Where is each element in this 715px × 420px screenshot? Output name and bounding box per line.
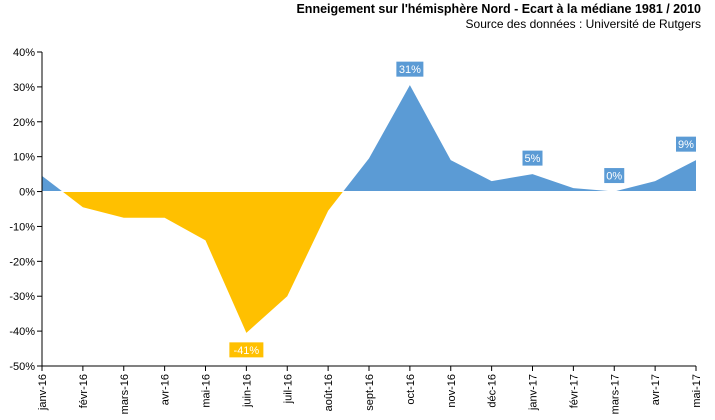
y-tick-label: 20% bbox=[13, 117, 35, 129]
positive-area-segment bbox=[614, 160, 696, 192]
negative-area-segment bbox=[62, 191, 344, 333]
x-tick-label: avr-16 bbox=[160, 374, 172, 405]
data-label-box bbox=[604, 168, 625, 184]
x-tick-label: mars-17 bbox=[609, 374, 621, 414]
x-tick-label: nov-16 bbox=[446, 374, 458, 408]
chart-title: Enneigement sur l'hémisphère Nord - Ecar… bbox=[296, 2, 701, 16]
y-tick-label: -30% bbox=[9, 291, 35, 303]
data-label-box bbox=[396, 61, 424, 77]
data-label: 31% bbox=[399, 64, 421, 76]
data-label-box bbox=[522, 150, 543, 166]
y-tick-label: 30% bbox=[13, 82, 35, 94]
x-tick-label: janv-17 bbox=[528, 374, 540, 411]
x-tick-label: sept-16 bbox=[364, 374, 376, 411]
data-label: 5% bbox=[525, 153, 541, 165]
y-tick-label: -50% bbox=[9, 361, 35, 373]
x-tick-label: oct-16 bbox=[405, 374, 417, 405]
positive-area-segment bbox=[42, 175, 63, 192]
x-tick-label: févr-17 bbox=[568, 374, 580, 408]
y-tick-label: 10% bbox=[13, 152, 35, 164]
x-tick-label: janv-16 bbox=[37, 374, 49, 411]
y-tick-label: -20% bbox=[9, 256, 35, 268]
data-label-box bbox=[676, 136, 696, 152]
y-tick-label: 40% bbox=[13, 47, 35, 59]
data-label: 0% bbox=[606, 171, 622, 183]
x-tick-label: févr-16 bbox=[78, 374, 90, 408]
data-label-box bbox=[229, 342, 264, 358]
y-tick-label: -10% bbox=[9, 221, 35, 233]
x-tick-label: juil-16 bbox=[282, 374, 294, 404]
x-tick-label: avr-17 bbox=[650, 374, 662, 405]
x-tick-label: août-16 bbox=[323, 374, 335, 411]
chart-subtitle: Source des données : Université de Rutge… bbox=[465, 17, 701, 31]
plot-area: -50% -40% -30% -20% -10% 0% 10% 20% 30% 40% janv-1… bbox=[9, 47, 703, 414]
data-label: -41% bbox=[234, 345, 260, 357]
x-tick-label: déc-16 bbox=[487, 374, 499, 408]
x-tick-label: mai-17 bbox=[691, 374, 703, 408]
positive-area-segment bbox=[343, 85, 615, 192]
y-tick-label: 0% bbox=[19, 187, 35, 199]
y-tick-label: -40% bbox=[9, 326, 35, 338]
x-tick-label: mai-16 bbox=[201, 374, 213, 408]
x-tick-label: juin-16 bbox=[241, 374, 253, 408]
data-label: 9% bbox=[678, 139, 694, 151]
x-tick-label: mars-16 bbox=[119, 374, 131, 414]
